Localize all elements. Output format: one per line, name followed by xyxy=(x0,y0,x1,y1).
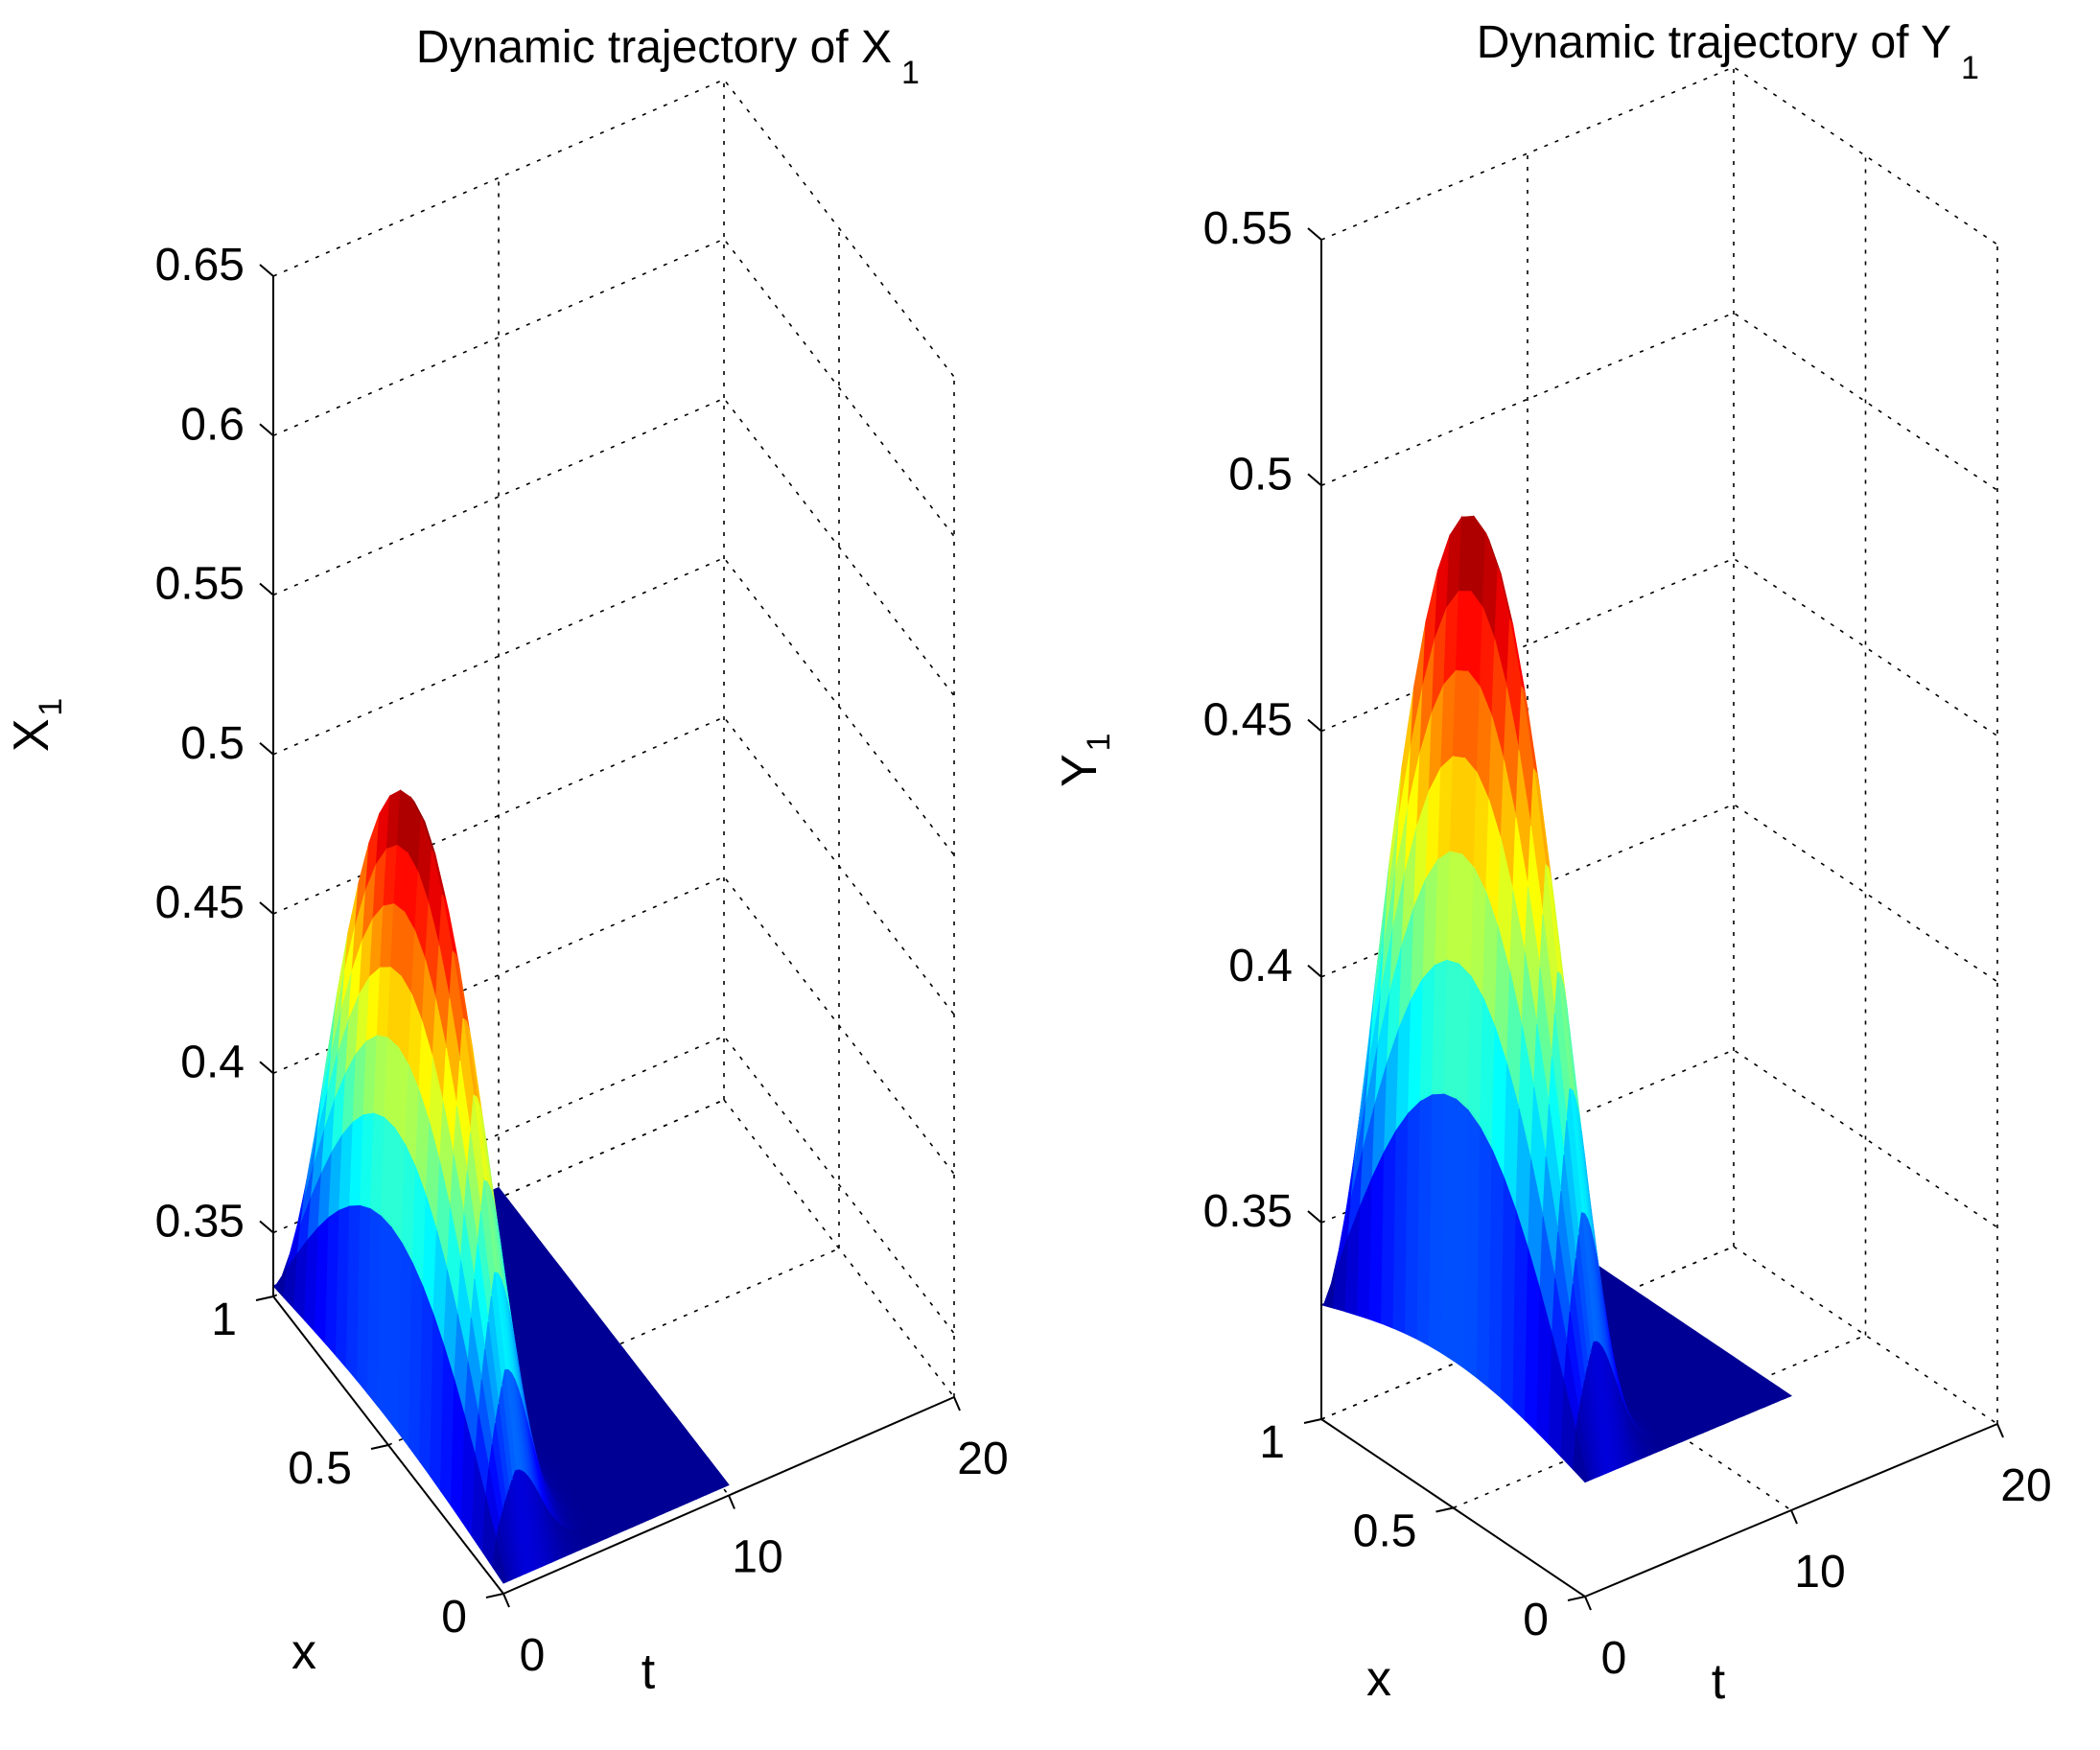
grid-line xyxy=(1320,557,1998,737)
t-axis-label: t xyxy=(1712,1654,1726,1710)
x-tick-label: 0.5 xyxy=(1353,1506,1417,1557)
z-tick-label: 0.45 xyxy=(1203,695,1293,746)
surface xyxy=(272,789,730,1584)
z-axis-label-text: X xyxy=(4,718,59,752)
z-tick-label: 0.55 xyxy=(155,559,245,610)
x-tick-label: 0 xyxy=(441,1592,467,1643)
grid-line xyxy=(1527,1332,1792,1511)
chart-title: Dynamic trajectory of Y 1 xyxy=(1477,17,1979,86)
grid-line xyxy=(1733,1246,1998,1425)
x-tick xyxy=(485,1593,504,1598)
t-tick xyxy=(728,1495,735,1509)
z-tick xyxy=(1307,718,1322,733)
z-tick xyxy=(259,742,274,756)
z-tick-label: 0.6 xyxy=(180,399,245,450)
x-tick xyxy=(1435,1506,1454,1513)
x-tick xyxy=(255,1295,274,1301)
z-tick-label: 0.55 xyxy=(1203,203,1293,254)
x-tick xyxy=(1303,1418,1322,1424)
grid-line xyxy=(272,238,955,537)
z-tick xyxy=(1307,1210,1322,1224)
z-tick-label: 0.4 xyxy=(180,1037,245,1087)
t-tick xyxy=(1996,1423,2004,1438)
x-axis-label: x xyxy=(1366,1651,1391,1707)
grid-line xyxy=(272,556,955,856)
x-tick-label: 1 xyxy=(211,1295,237,1345)
t-tick xyxy=(1584,1596,1592,1611)
z-tick xyxy=(259,264,274,277)
z-axis-label-text: Y xyxy=(1052,754,1108,787)
z-tick-label: 0.35 xyxy=(1203,1186,1293,1237)
chart-title-subscript: 1 xyxy=(901,55,920,91)
z-axis-label-subscript: 1 xyxy=(33,698,69,716)
surface xyxy=(1319,515,1793,1483)
t-tick-label: 20 xyxy=(957,1434,1008,1484)
x-axis-label: x xyxy=(292,1624,316,1680)
z-tick xyxy=(259,582,274,596)
grid-line xyxy=(1320,312,1998,491)
chart-title-text: Dynamic trajectory of Y xyxy=(1477,17,1951,68)
surface-patch xyxy=(1572,1431,1589,1483)
grid-line xyxy=(272,397,955,696)
t-tick-label: 10 xyxy=(1794,1547,1845,1598)
z-axis-label: Y1 xyxy=(1052,734,1117,787)
z-tick-label: 0.5 xyxy=(180,718,245,769)
x-tick-label: 0.5 xyxy=(288,1443,352,1494)
x-tick xyxy=(1567,1596,1586,1601)
t-tick-label: 0 xyxy=(1601,1633,1627,1684)
z-axis-label: X1 xyxy=(4,698,69,752)
z-tick xyxy=(259,423,274,437)
z-tick xyxy=(1307,473,1322,487)
t-tick-label: 0 xyxy=(520,1630,546,1681)
t-tick-label: 20 xyxy=(2000,1460,2051,1511)
z-tick xyxy=(1307,227,1322,241)
x-tick-label: 0 xyxy=(1523,1595,1549,1645)
z-tick xyxy=(1307,965,1322,978)
t-tick-label: 10 xyxy=(732,1532,782,1583)
z-tick xyxy=(259,1220,274,1234)
grid-line xyxy=(723,1099,955,1398)
z-tick-label: 0.4 xyxy=(1228,941,1293,992)
z-axis-label-subscript: 1 xyxy=(1081,734,1117,752)
surface-patch xyxy=(492,1538,507,1584)
z-tick-label: 0.65 xyxy=(155,240,245,291)
chart-title-subscript: 1 xyxy=(1961,50,1979,86)
x-tick xyxy=(370,1444,389,1450)
z-tick xyxy=(259,1061,274,1075)
z-tick-label: 0.45 xyxy=(155,877,245,928)
grid-line xyxy=(1320,66,1998,245)
t-axis-label: t xyxy=(642,1645,656,1700)
z-tick xyxy=(259,901,274,915)
t-tick xyxy=(502,1593,510,1608)
grid-line xyxy=(272,79,955,378)
z-tick-label: 0.35 xyxy=(155,1197,245,1248)
t-tick xyxy=(953,1396,961,1412)
grid-line xyxy=(1320,1049,1998,1228)
t-tick xyxy=(1790,1509,1798,1525)
chart-title-text: Dynamic trajectory of X xyxy=(416,22,892,73)
grid-line xyxy=(1320,803,1998,983)
z-tick-label: 0.5 xyxy=(1228,449,1293,500)
x-tick-label: 1 xyxy=(1259,1417,1285,1468)
